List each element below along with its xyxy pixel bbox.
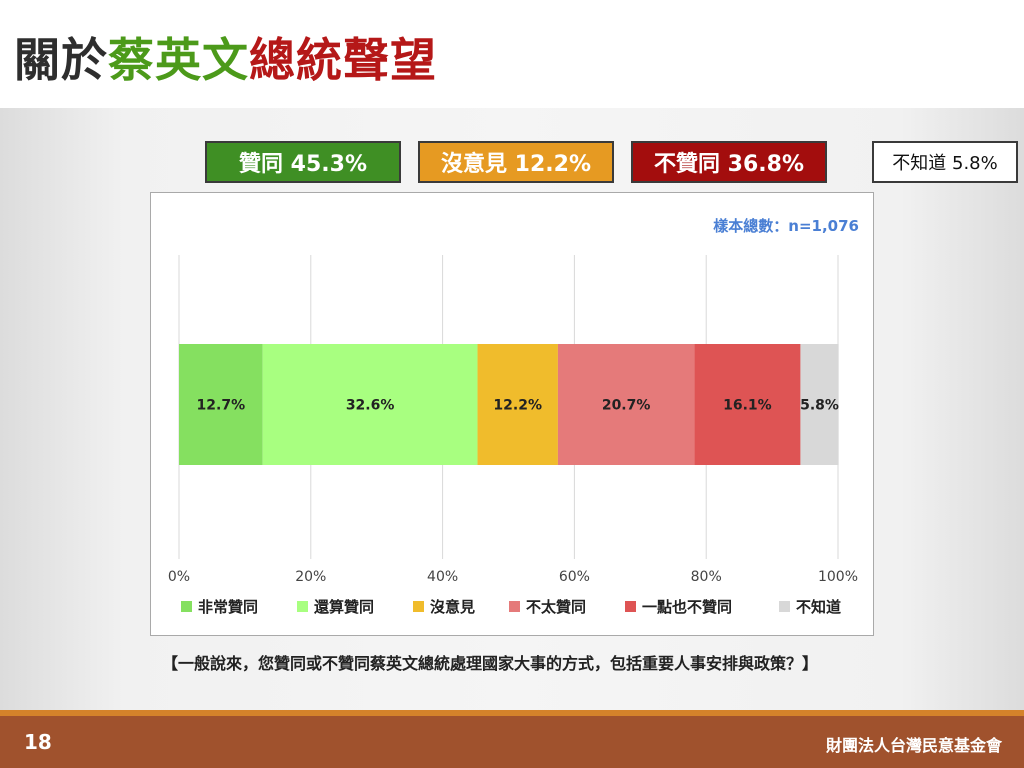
- page-title: 關於蔡英文總統聲望: [14, 24, 437, 90]
- summary-approve-label: 贊同 45.3%: [239, 152, 367, 177]
- title-part-name: 蔡英文: [108, 33, 249, 87]
- data-label-4: 16.1%: [723, 398, 772, 414]
- legend-label-0: 非常贊同: [198, 598, 258, 616]
- summary-unknown-label: 不知道 5.8%: [892, 153, 998, 174]
- x-tick-label-0: 0%: [168, 569, 190, 585]
- footer-accent-line: [0, 710, 1024, 716]
- summary-disapprove-label: 不贊同 36.8%: [654, 152, 804, 177]
- title-part-about: 關於: [14, 33, 108, 87]
- page-number: 18: [24, 730, 52, 754]
- footer: 18 財團法人台灣民意基金會: [0, 716, 1024, 768]
- summary-unknown-box: 不知道 5.8%: [872, 141, 1018, 183]
- legend-swatch-0: [181, 601, 192, 612]
- data-label-2: 12.2%: [493, 398, 542, 414]
- legend-swatch-1: [297, 601, 308, 612]
- x-tick-label-4: 80%: [691, 569, 722, 585]
- survey-question: 【一般說來，您贊同或不贊同蔡英文總統處理國家大事的方式，包括重要人事安排與政策？…: [162, 654, 819, 673]
- summary-approve-box: 贊同 45.3%: [205, 141, 401, 183]
- x-tick-label-5: 100%: [818, 569, 858, 585]
- summary-no-opinion-box: 沒意見 12.2%: [418, 141, 614, 183]
- x-tick-label-3: 60%: [559, 569, 590, 585]
- legend-swatch-4: [625, 601, 636, 612]
- legend-label-1: 還算贊同: [314, 598, 374, 616]
- legend-swatch-3: [509, 601, 520, 612]
- data-label-3: 20.7%: [602, 398, 651, 414]
- legend-label-4: 一點也不贊同: [642, 598, 732, 616]
- summary-no-opinion-label: 沒意見 12.2%: [441, 152, 591, 177]
- bar-segment-3: [557, 344, 695, 465]
- x-tick-label-2: 40%: [427, 569, 458, 585]
- data-label-5: 5.8%: [800, 398, 839, 414]
- chart-container: 樣本總數：n=1,076 0% 20% 40% 60% 80% 100% 12.7% 32.6…: [150, 192, 874, 636]
- bar-segment-5: [800, 344, 839, 465]
- summary-disapprove-box: 不贊同 36.8%: [631, 141, 827, 183]
- bar-segment-0: [179, 344, 263, 465]
- bar-segment-1: [262, 344, 478, 465]
- x-tick-label-1: 20%: [295, 569, 326, 585]
- legend-swatch-2: [413, 601, 424, 612]
- title-part-reputation: 總統聲望: [249, 33, 437, 87]
- legend-label-3: 不太贊同: [526, 598, 586, 616]
- stacked-bar-chart: 樣本總數：n=1,076 0% 20% 40% 60% 80% 100% 12.7% 32.6…: [168, 217, 859, 616]
- bar-segment-4: [694, 344, 801, 465]
- bar-segment-2: [477, 344, 558, 465]
- data-label-1: 32.6%: [346, 398, 395, 414]
- legend-swatch-5: [779, 601, 790, 612]
- title-bar: 關於蔡英文總統聲望: [0, 0, 1024, 108]
- sample-size-note: 樣本總數：n=1,076: [713, 217, 859, 235]
- legend-label-2: 沒意見: [430, 598, 475, 616]
- legend-label-5: 不知道: [796, 598, 841, 616]
- organization-name: 財團法人台灣民意基金會: [825, 736, 1002, 755]
- data-label-0: 12.7%: [197, 398, 246, 414]
